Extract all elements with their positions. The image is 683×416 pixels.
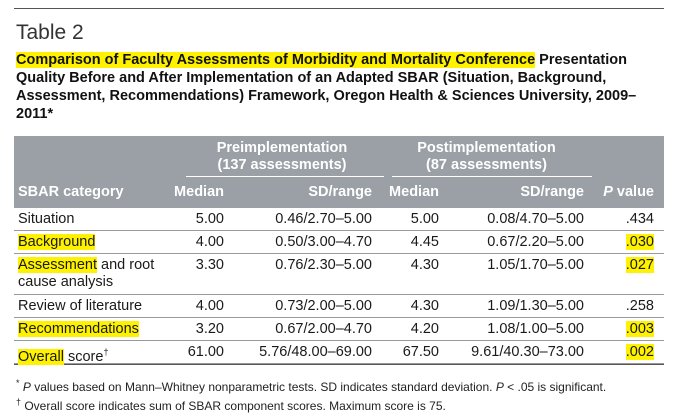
cell-p-value: .027 — [594, 257, 654, 273]
cell-median-post: 67.50 — [402, 344, 439, 360]
category-highlighted: Background — [18, 234, 96, 250]
cell-sd-pre: 0.46/2.70–5.00 — [275, 211, 372, 227]
cell-median-pre: 4.00 — [195, 234, 224, 250]
cell-sd-pre: 0.50/3.00–4.70 — [275, 234, 372, 250]
p-value-text: .030 — [625, 234, 654, 250]
cell-median-post: 4.30 — [410, 298, 439, 314]
group-pre-title: Preimplementation — [216, 140, 348, 156]
category-footnote-marker: † — [103, 347, 109, 357]
cell-sd-post: 1.05/1.70–5.00 — [487, 257, 584, 273]
footnote-1-text-2: < .05 is significant. — [503, 380, 607, 394]
group-header-post: Postimplementation (87 assessments) — [384, 140, 589, 174]
cell-median-pre: 3.20 — [195, 321, 224, 337]
p-value-text: .258 — [625, 298, 654, 314]
cell-category: Overall score† — [18, 344, 178, 366]
col-header-p-value: P value — [603, 184, 654, 200]
table-row: Overall score† 61.00 5.76/48.00–69.00 67.50… — [14, 341, 664, 366]
cell-sd-post: 9.61/40.30–73.00 — [471, 344, 584, 360]
data-table: Preimplementation (137 assessments) Post… — [14, 136, 664, 365]
p-value-text: .027 — [625, 257, 654, 273]
table-body: Situation 5.00 0.46/2.70–5.00 5.00 0.08/4.70… — [14, 208, 664, 366]
cell-category: Recommendations — [18, 321, 178, 338]
p-value-text: .002 — [625, 344, 654, 360]
cell-median-post: 5.00 — [410, 211, 439, 227]
col-header-sd-pre: SD/range — [308, 184, 372, 200]
col-header-sd-post: SD/range — [520, 184, 584, 200]
cell-sd-pre: 0.67/2.00–4.70 — [275, 321, 372, 337]
col-header-category: SBAR category — [18, 184, 124, 200]
footnote-1: * P values based on Mann–Whitney nonpara… — [16, 376, 666, 395]
cell-sd-post: 0.08/4.70–5.00 — [487, 211, 584, 227]
p-value-text: .003 — [625, 321, 654, 337]
footnote-2-text: Overall score indicates sum of SBAR comp… — [21, 399, 446, 413]
group-pre-underline — [186, 176, 384, 177]
cell-median-pre: 4.00 — [195, 298, 224, 314]
p-value-text: .434 — [625, 211, 654, 227]
category-highlighted: Recommendations — [18, 321, 139, 337]
cell-p-value: .002 — [594, 344, 654, 360]
p-letter: P — [603, 184, 613, 200]
table-label: Table 2 — [16, 21, 84, 44]
table-row: Review of literature 4.00 0.73/2.00–5.00 4.… — [14, 295, 664, 318]
group-post-title: Postimplementation — [417, 140, 556, 156]
table-header: Preimplementation (137 assessments) Post… — [14, 136, 664, 208]
table-row: Recommendations 3.20 0.67/2.00–4.70 4.20 1.0… — [14, 318, 664, 341]
cell-sd-post: 1.08/1.00–5.00 — [487, 321, 584, 337]
category-text: Review of literature — [18, 298, 143, 314]
cell-sd-post: 0.67/2.20–5.00 — [487, 234, 584, 250]
group-pre-sub: (137 assessments) — [217, 157, 347, 173]
caption-marker: * — [47, 106, 54, 122]
cell-sd-pre: 0.73/2.00–5.00 — [275, 298, 372, 314]
table-row: Background 4.00 0.50/3.00–4.70 4.45 0.67/2.2… — [14, 231, 664, 254]
cell-sd-pre: 0.76/2.30–5.00 — [275, 257, 372, 273]
cell-category: Situation — [18, 211, 178, 228]
group-header-pre: Preimplementation (137 assessments) — [182, 140, 382, 174]
category-text: Situation — [18, 211, 75, 227]
caption-rest: Presentation Quality Before and After Im… — [16, 52, 637, 122]
cell-category: Review of literature — [18, 298, 178, 315]
table-caption: Comparison of Faculty Assessments of Mor… — [16, 51, 666, 123]
footnote-1-italic: P — [22, 380, 31, 394]
footnote-1-italic-2: P — [495, 380, 504, 394]
footnote-2: † Overall score indicates sum of SBAR co… — [16, 395, 666, 414]
table-row: Assessment and root cause analysis 3.30 0.… — [14, 254, 664, 295]
footnote-1-marker: * — [16, 378, 20, 388]
category-rest: score — [63, 348, 104, 365]
cell-category: Background — [18, 234, 178, 251]
top-rule — [14, 8, 664, 9]
cell-median-post: 4.45 — [410, 234, 439, 250]
category-highlighted: Overall — [18, 348, 64, 365]
cell-median-pre: 61.00 — [187, 344, 224, 360]
caption-highlighted: Comparison of Faculty Assessments of Mor… — [16, 52, 536, 68]
cell-category: Assessment and root cause analysis — [18, 257, 178, 291]
cell-median-pre: 5.00 — [195, 211, 224, 227]
cell-p-value: .434 — [594, 211, 654, 227]
cell-median-pre: 3.30 — [195, 257, 224, 273]
cell-p-value: .258 — [594, 298, 654, 314]
footnote-1-text: values based on Mann–Whitney nonparametr… — [30, 380, 496, 394]
category-rest: and root cause analysis — [18, 257, 155, 290]
group-post-underline — [392, 176, 592, 177]
cell-median-post: 4.20 — [410, 321, 439, 337]
col-header-median-pre: Median — [174, 184, 224, 200]
footnote-2-marker: † — [16, 397, 22, 407]
cell-median-post: 4.30 — [410, 257, 439, 273]
col-header-median-post: Median — [389, 184, 439, 200]
category-highlighted: Assessment — [18, 257, 97, 273]
cell-p-value: .003 — [594, 321, 654, 337]
cell-p-value: .030 — [594, 234, 654, 250]
cell-sd-post: 1.09/1.30–5.00 — [487, 298, 584, 314]
bottom-rule — [14, 364, 664, 365]
group-post-sub: (87 assessments) — [426, 157, 547, 173]
table-row: Situation 5.00 0.46/2.70–5.00 5.00 0.08/4.70… — [14, 208, 664, 231]
footnotes: * P values based on Mann–Whitney nonpara… — [16, 376, 666, 414]
cell-sd-pre: 5.76/48.00–69.00 — [259, 344, 372, 360]
